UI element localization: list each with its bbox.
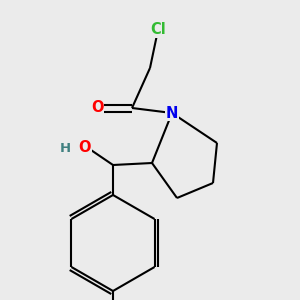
Text: O: O — [79, 140, 91, 155]
Text: Cl: Cl — [150, 22, 166, 38]
Text: O: O — [91, 100, 103, 116]
Text: N: N — [166, 106, 178, 121]
Text: H: H — [59, 142, 70, 154]
